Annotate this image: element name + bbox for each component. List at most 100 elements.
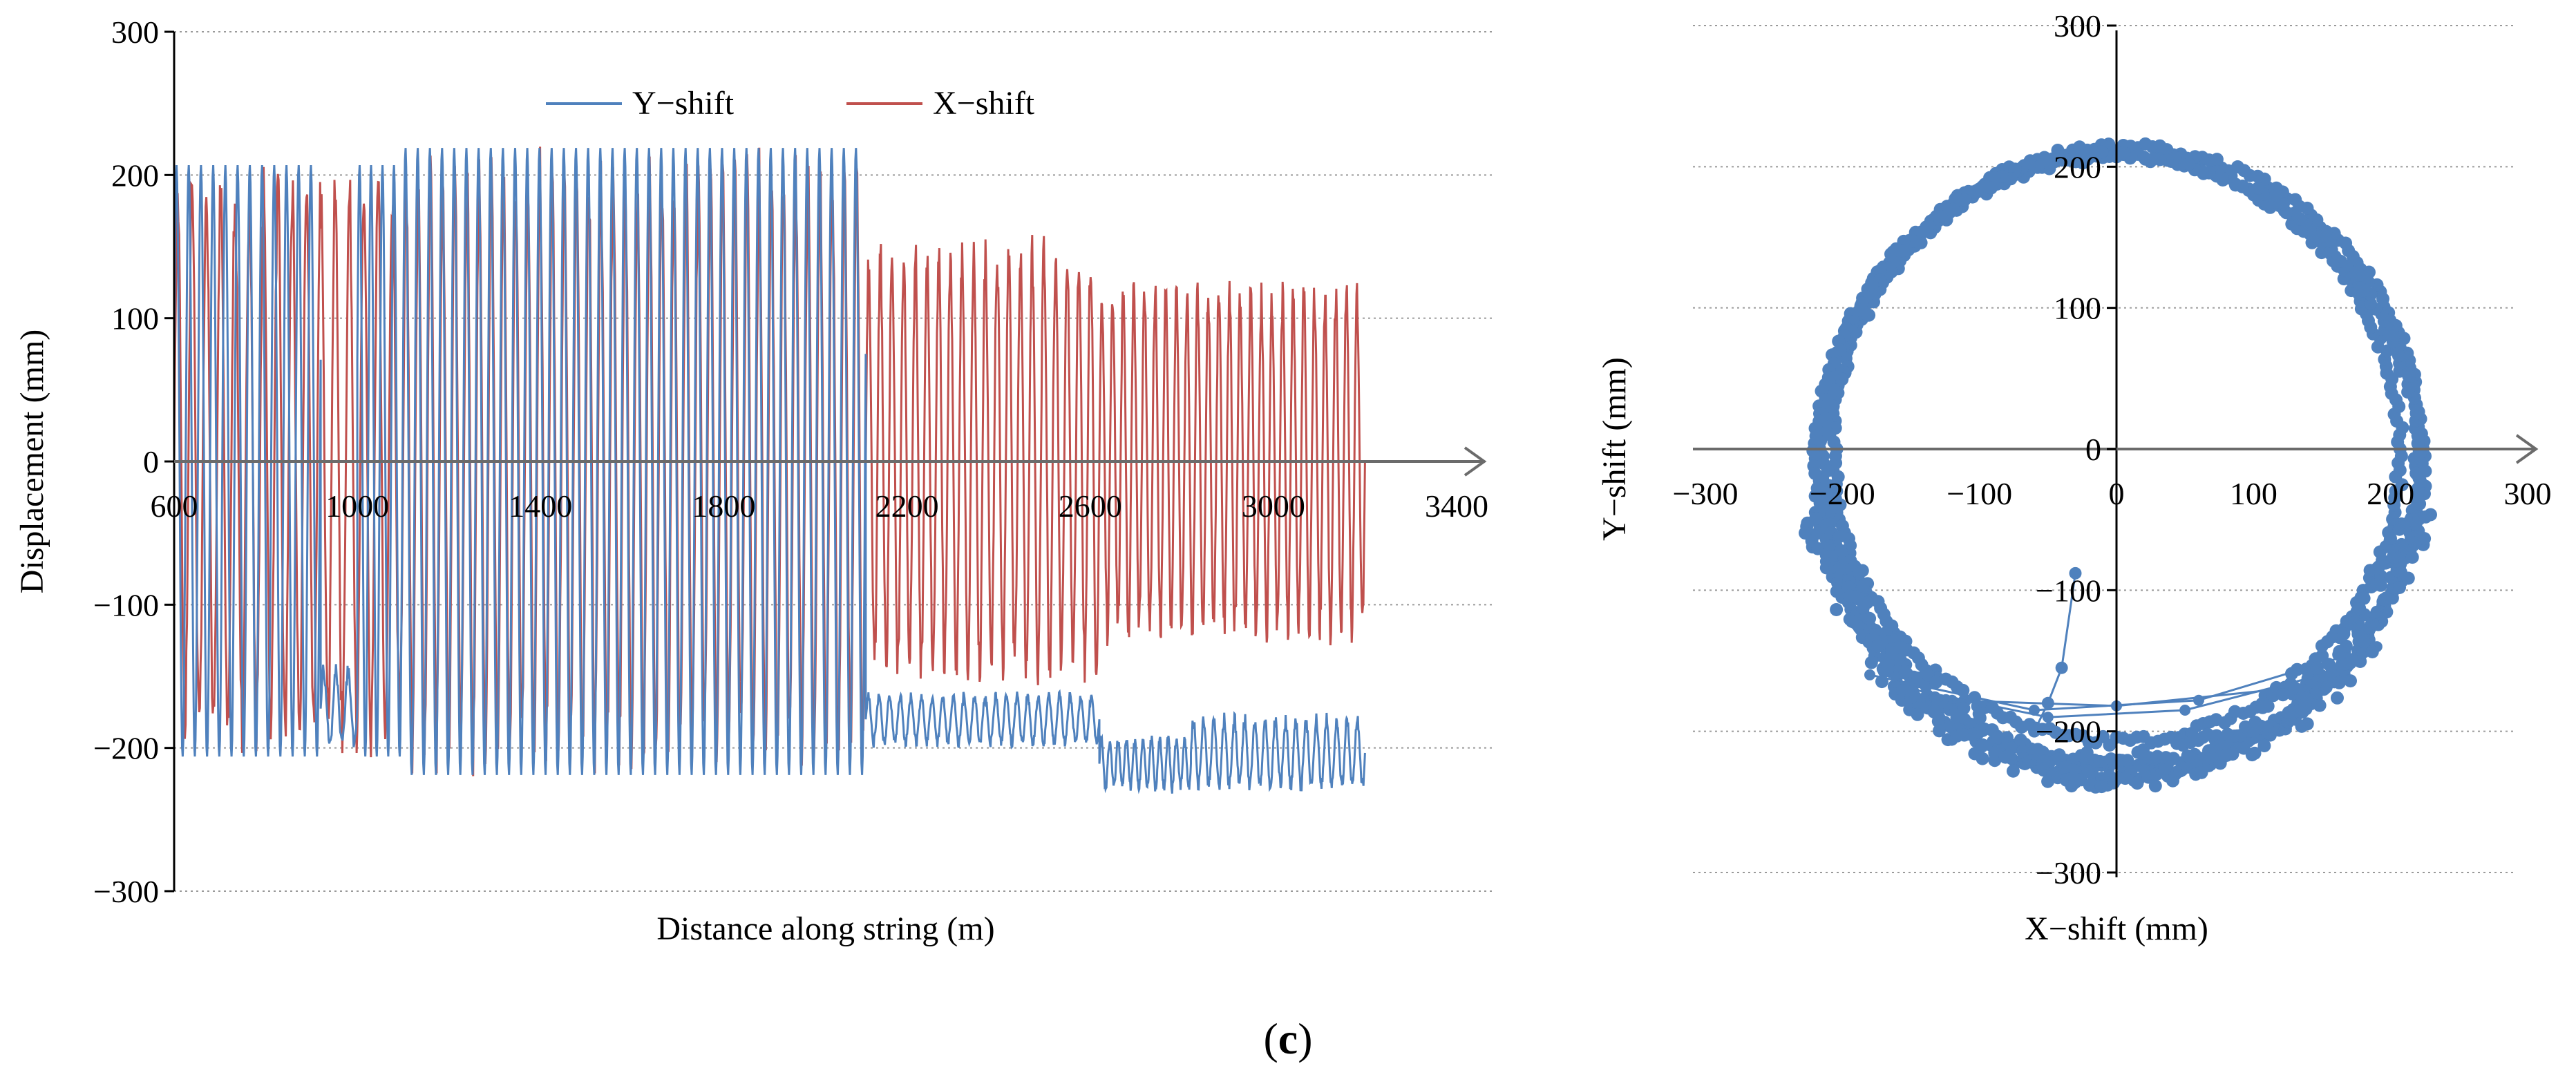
- trajectory-point: [1976, 738, 1989, 752]
- trajectory-point: [1811, 542, 1825, 555]
- trajectory-point: [2344, 674, 2357, 688]
- trajectory-point: [2380, 591, 2394, 605]
- left-y-tick-label: −200: [93, 731, 159, 766]
- trajectory-point: [2332, 676, 2346, 689]
- left-x-tick-labels: 600 1000 1400 1800 2200 2600 3000 3400: [151, 488, 1489, 524]
- left-x-axis-label: Distance along string (m): [656, 910, 994, 947]
- trajectory-point: [2007, 764, 2020, 778]
- trajectory-point: [2165, 752, 2179, 766]
- trajectory-point: [2282, 706, 2295, 719]
- trajectory-point: [2424, 508, 2437, 522]
- right-y-tick-label: −300: [2036, 855, 2101, 890]
- trajectory-point: [1911, 671, 1925, 685]
- left-x-tick-label: 600: [151, 488, 198, 524]
- right-series: [1799, 137, 2437, 794]
- trajectory-point: [1885, 646, 1899, 660]
- caption-letter: c: [1278, 1014, 1298, 1063]
- trajectory-point: [2069, 566, 2082, 580]
- trajectory-point: [1958, 728, 1971, 742]
- trajectory-point: [2107, 776, 2121, 790]
- left-x-tick-label: 2600: [1059, 488, 1122, 524]
- left-y-tick-label: −100: [93, 587, 159, 622]
- trajectory-point: [2317, 229, 2331, 243]
- trajectory-point: [2058, 760, 2072, 774]
- trajectory-point: [1896, 684, 1909, 698]
- legend-label-y-shift: Y−shift: [632, 85, 735, 122]
- trajectory-point: [2322, 658, 2336, 671]
- trajectory-point: [2181, 750, 2195, 763]
- trajectory-point: [1825, 500, 1838, 514]
- trajectory-point: [1877, 665, 1891, 678]
- y-shift-line: [173, 148, 1366, 794]
- trajectory-point: [2041, 696, 2054, 709]
- right-x-tick-label: 0: [2109, 476, 2125, 511]
- left-y-tick-label: 100: [111, 301, 159, 336]
- trajectory-point: [2338, 657, 2352, 671]
- trajectory-point: [2401, 571, 2415, 585]
- trajectory-point: [2029, 705, 2040, 716]
- trajectory-point: [2148, 779, 2162, 793]
- trajectory-point: [1956, 683, 1970, 697]
- trajectory-point: [2337, 627, 2351, 640]
- left-x-tick-label: 2200: [875, 488, 939, 524]
- trajectory-point: [1898, 665, 1912, 678]
- trajectory-point: [2179, 705, 2191, 716]
- trajectory-point: [1875, 675, 1888, 689]
- trajectory-point: [1973, 711, 1987, 725]
- trajectory-point: [2331, 691, 2344, 705]
- trajectory-point: [1976, 723, 1990, 737]
- trajectory-point: [1848, 590, 1862, 604]
- trajectory-point: [1832, 530, 1846, 544]
- trajectory-point: [2353, 602, 2367, 616]
- trajectory-point: [1929, 676, 1943, 689]
- trajectory-point: [1871, 639, 1885, 653]
- left-x-tick-label: 1800: [692, 488, 755, 524]
- trajectory-point: [1906, 234, 1920, 248]
- right-x-tick-labels: −300 −200 −100 0 100 200 300: [1673, 476, 2552, 511]
- trajectory-point: [2193, 694, 2204, 706]
- left-y-tick-label: 200: [111, 158, 159, 193]
- trajectory-point: [1864, 656, 1878, 669]
- trajectory-point: [2042, 712, 2054, 723]
- left-y-tick-label: 0: [143, 444, 159, 479]
- left-y-axis-label: Displacement (mm): [14, 330, 50, 594]
- trajectory-point: [1856, 601, 1870, 615]
- right-x-tick-label: −100: [1947, 476, 2012, 511]
- trajectory-point: [2374, 578, 2387, 592]
- trajectory-point: [1830, 603, 1844, 616]
- caption-close: ): [1298, 1014, 1312, 1063]
- legend-label-x-shift: X−shift: [933, 85, 1035, 122]
- trajectory-point: [1886, 245, 1900, 259]
- figure-caption: (c): [1263, 1014, 1312, 1063]
- trajectory-point: [2226, 747, 2239, 761]
- right-y-tick-labels: 300 200 100 0 −100 −200 −300: [2036, 8, 2116, 890]
- trajectory-point: [2356, 645, 2370, 659]
- right-y-tick-label: 300: [2054, 8, 2101, 44]
- trajectory-point: [1988, 754, 2002, 767]
- left-x-tick-label: 3000: [1242, 488, 1305, 524]
- trajectory-point: [1949, 192, 1962, 206]
- trajectory-point: [2248, 746, 2262, 760]
- right-x-tick-label: 300: [2504, 476, 2552, 511]
- trajectory-point: [2395, 537, 2409, 551]
- trajectory-point: [2409, 466, 2423, 480]
- trajectory-point: [1856, 580, 1870, 593]
- left-x-axis-arrow: [1464, 446, 1487, 477]
- trajectory-point: [2005, 752, 2018, 765]
- trajectory-point: [1909, 691, 1923, 705]
- left-y-tick-labels: 300 200 100 0 −100 −200 −300: [93, 15, 174, 909]
- trajectory-chart: 300 200 100 0 −100 −200 −300 −300 −200 −100 0 100 2…: [1596, 8, 2552, 947]
- trajectory-point: [1957, 701, 1971, 715]
- right-x-tick-label: −300: [1673, 476, 1739, 511]
- trajectory-point: [2315, 246, 2329, 260]
- trajectory-point: [1988, 171, 2001, 184]
- trajectory-point: [1928, 705, 1942, 718]
- trajectory-point: [1931, 714, 1945, 728]
- right-x-axis-label: X−shift (mm): [2025, 910, 2208, 947]
- trajectory-point: [2300, 717, 2314, 731]
- left-x-tick-label: 1000: [325, 488, 389, 524]
- right-x-tick-label: −200: [1810, 476, 1875, 511]
- right-y-tick-label: −100: [2036, 573, 2101, 608]
- left-x-tick-label: 1400: [509, 488, 572, 524]
- trajectory-point: [2393, 581, 2406, 594]
